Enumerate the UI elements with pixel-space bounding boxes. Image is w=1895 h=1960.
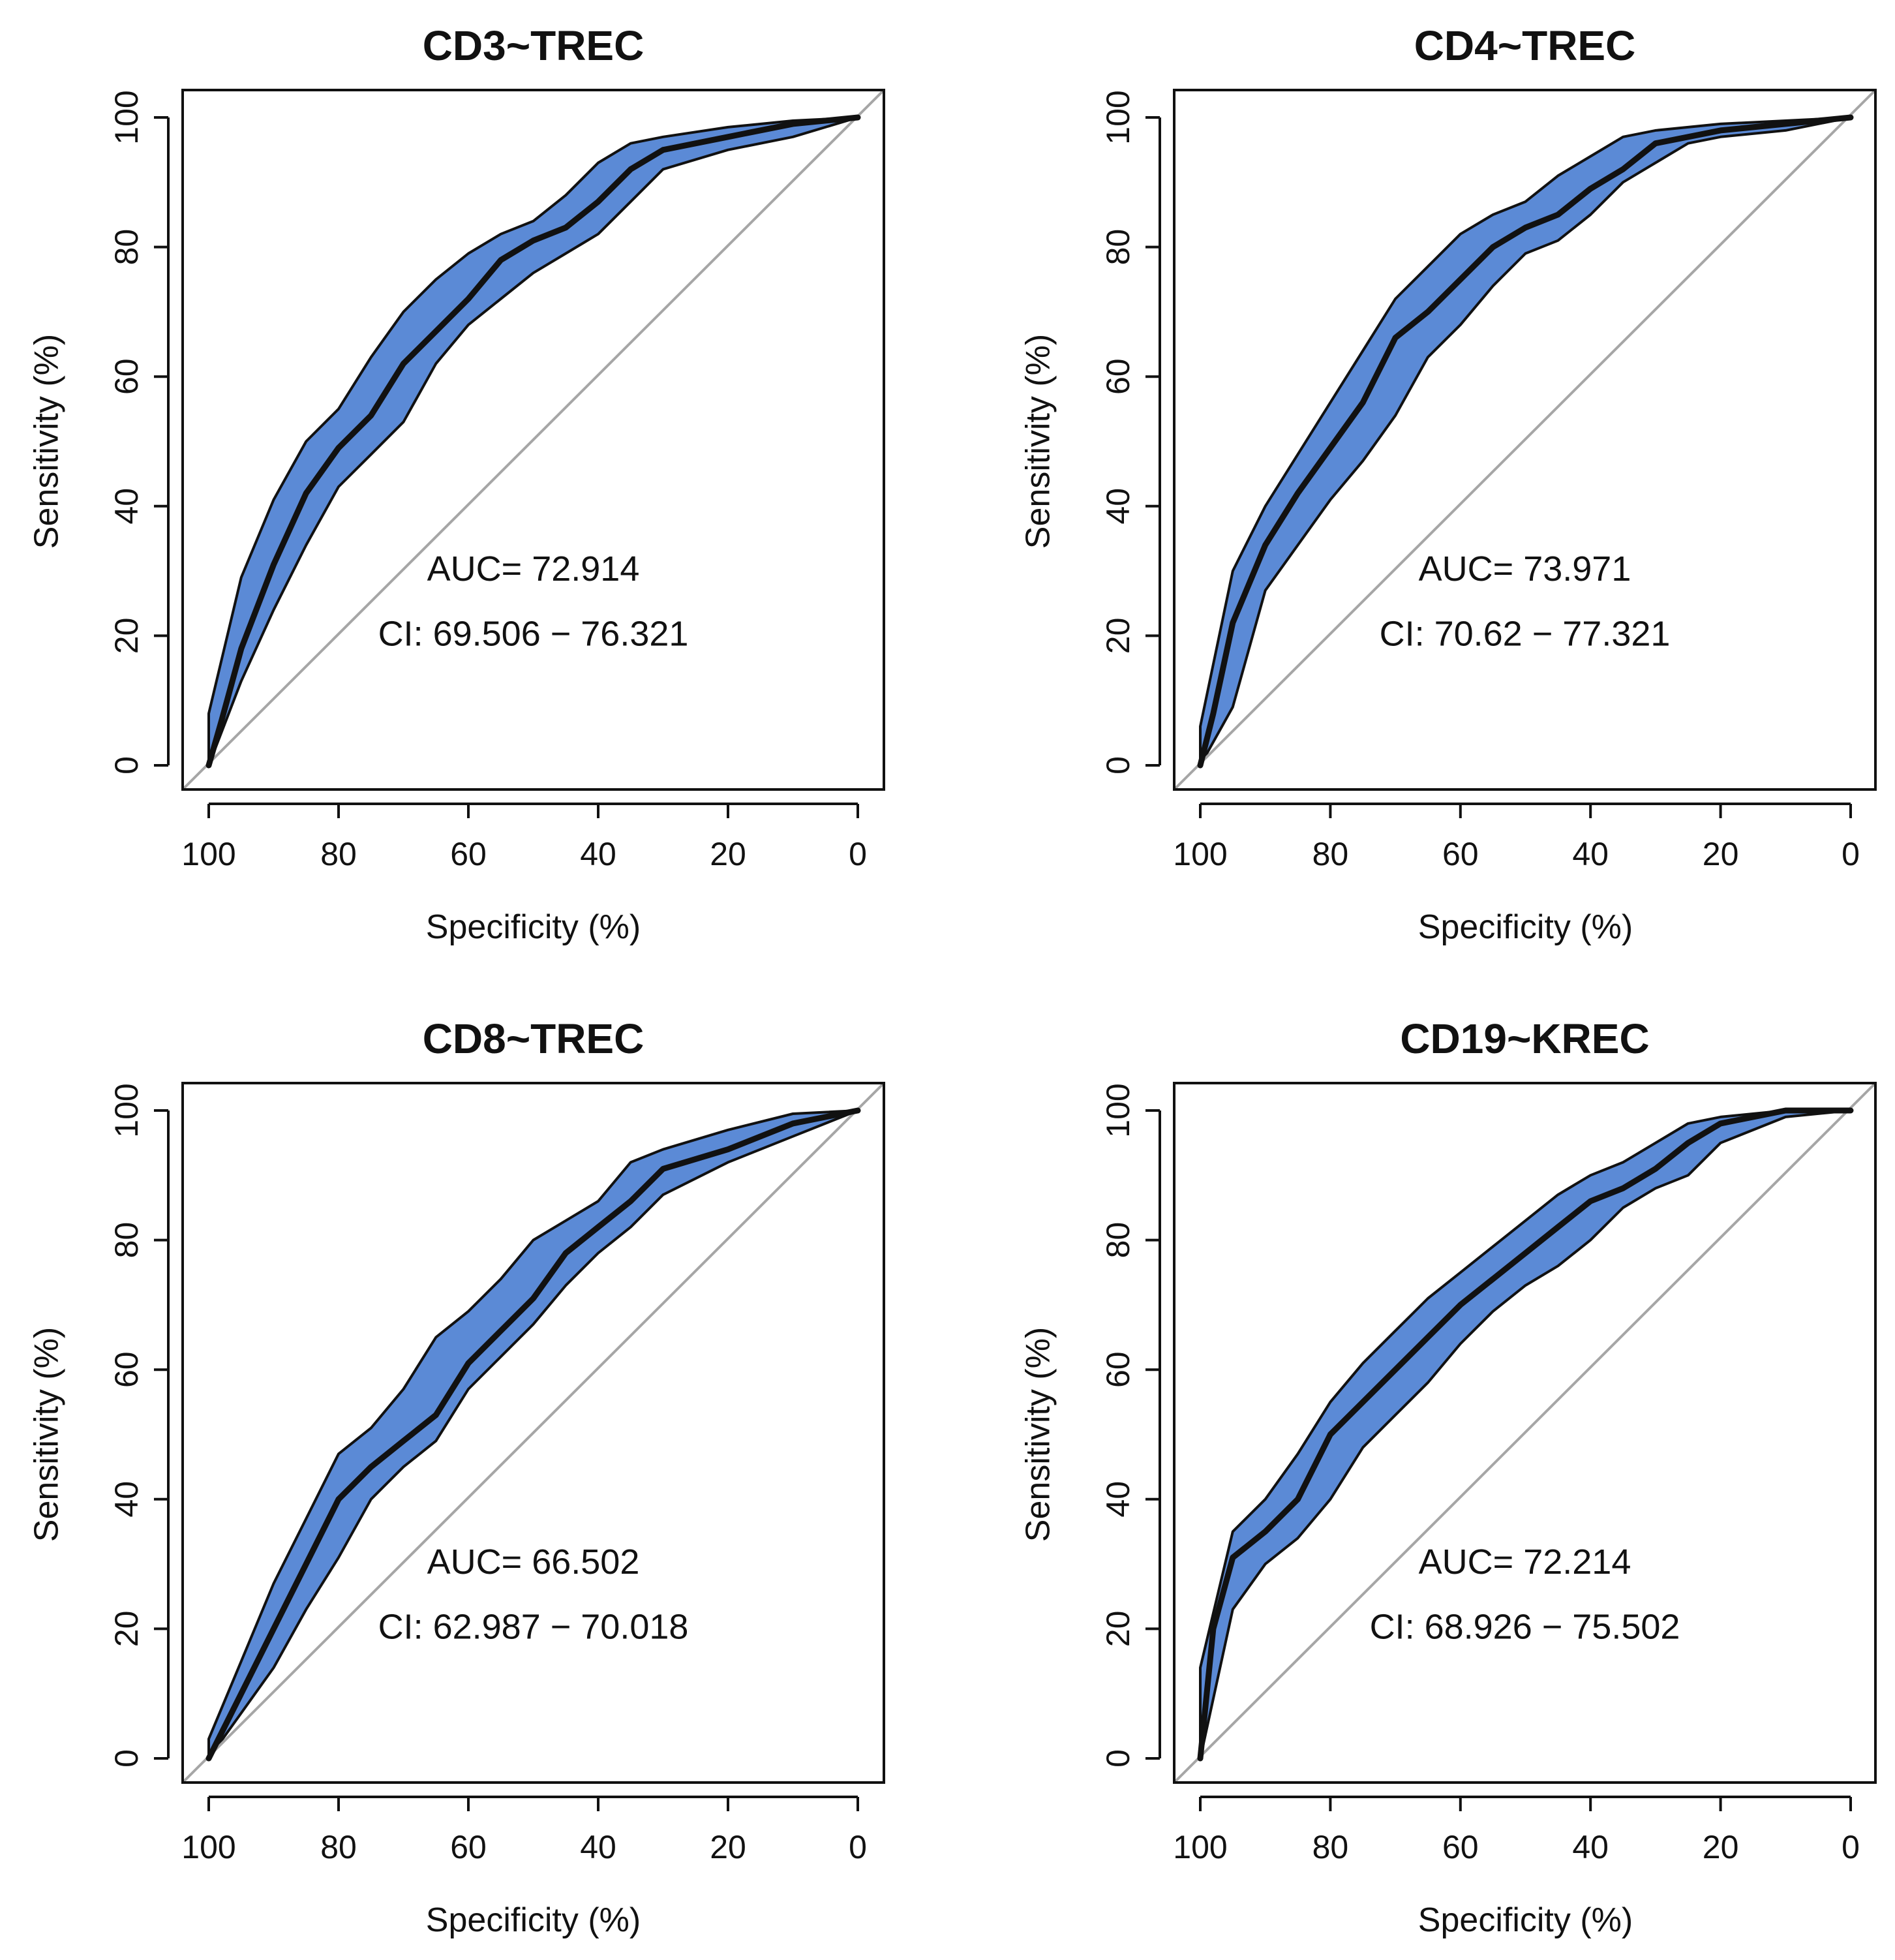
x-tick-label: 20 <box>710 1829 746 1865</box>
y-tick-label: 60 <box>1100 1351 1136 1388</box>
x-axis-label: Specificity (%) <box>1418 1901 1633 1939</box>
y-tick-label: 40 <box>1100 488 1136 525</box>
y-axis-label: Sensitivity (%) <box>1020 334 1057 549</box>
y-tick-label: 80 <box>1100 1222 1136 1259</box>
chart-title: CD4~TREC <box>1414 22 1636 69</box>
y-tick-label: 60 <box>108 358 145 395</box>
y-tick-label: 20 <box>1100 618 1136 654</box>
roc-panel-3: CD8~TREC 100 80 60 40 20 0 Specificity (%) 0 20 40… <box>28 1015 885 1939</box>
auc-annotation: AUC= 73.971 <box>1419 549 1631 589</box>
reference-diagonal <box>1173 1082 1877 1784</box>
y-tick-label: 100 <box>1100 1083 1136 1137</box>
x-axis-label: Specificity (%) <box>426 1901 641 1939</box>
ci-annotation: CI: 68.926 − 75.502 <box>1370 1607 1680 1646</box>
x-tick-label: 60 <box>450 836 487 872</box>
y-tick-label: 0 <box>1100 756 1136 774</box>
x-tick-label: 0 <box>1842 836 1860 872</box>
plot-frame <box>181 1082 885 1784</box>
y-tick-label: 60 <box>1100 358 1136 395</box>
y-tick-label: 40 <box>108 488 145 525</box>
x-tick-label: 0 <box>1842 1829 1860 1865</box>
x-tick-label: 40 <box>1572 1829 1609 1865</box>
y-tick-label: 60 <box>108 1351 145 1388</box>
roc-panel-1: CD3~TREC 100 80 60 40 20 0 Specificity (%) 0 20 40… <box>28 22 885 946</box>
plot-frame <box>1173 89 1877 791</box>
x-tick-label: 80 <box>320 1829 357 1865</box>
y-tick-label: 80 <box>108 229 145 266</box>
plot-frame <box>1173 1082 1877 1784</box>
x-tick-label: 100 <box>1173 836 1227 872</box>
y-tick-label: 20 <box>1100 1611 1136 1647</box>
roc-curve <box>1197 114 1854 769</box>
x-tick-label: 80 <box>1312 1829 1349 1865</box>
reference-diagonal <box>181 89 885 791</box>
y-axis-label: Sensitivity (%) <box>1020 1327 1057 1542</box>
x-tick-label: 100 <box>181 836 235 872</box>
x-tick-label: 60 <box>450 1829 487 1865</box>
x-tick-label: 80 <box>320 836 357 872</box>
plot-frame <box>181 89 885 791</box>
y-tick-label: 100 <box>108 90 145 144</box>
y-tick-label: 0 <box>1100 1749 1136 1768</box>
confidence-band <box>207 1109 859 1760</box>
x-axis-label: Specificity (%) <box>426 908 641 946</box>
x-tick-label: 100 <box>181 1829 235 1865</box>
y-axis-label: Sensitivity (%) <box>28 334 66 549</box>
x-tick-label: 40 <box>1572 836 1609 872</box>
y-tick-label: 40 <box>108 1481 145 1518</box>
y-tick-label: 100 <box>108 1083 145 1137</box>
auc-annotation: AUC= 72.914 <box>427 549 640 589</box>
chart-title: CD19~KREC <box>1400 1015 1649 1062</box>
y-tick-label: 80 <box>1100 229 1136 266</box>
roc-curve <box>205 1107 861 1762</box>
y-tick-label: 40 <box>1100 1481 1136 1518</box>
y-tick-label: 0 <box>108 1749 145 1768</box>
x-tick-label: 80 <box>1312 836 1349 872</box>
y-tick-label: 80 <box>108 1222 145 1259</box>
x-tick-label: 20 <box>1703 1829 1739 1865</box>
ci-annotation: CI: 62.987 − 70.018 <box>378 1607 689 1646</box>
auc-annotation: AUC= 72.214 <box>1419 1542 1631 1582</box>
ci-annotation: CI: 70.62 − 77.321 <box>1380 614 1671 653</box>
x-tick-label: 0 <box>849 836 867 872</box>
roc-panel-4: CD19~KREC 100 80 60 40 20 0 Specificity (%) 0 20 4… <box>1020 1015 1877 1939</box>
x-tick-label: 40 <box>580 836 616 872</box>
roc-curve <box>1197 1107 1854 1762</box>
y-tick-label: 20 <box>108 618 145 654</box>
ci-annotation: CI: 69.506 − 76.321 <box>378 614 689 653</box>
y-axis-label: Sensitivity (%) <box>28 1327 66 1542</box>
confidence-band <box>1199 116 1852 767</box>
reference-diagonal <box>181 1082 885 1784</box>
y-tick-label: 0 <box>108 756 145 774</box>
x-tick-label: 40 <box>580 1829 616 1865</box>
reference-diagonal <box>1173 89 1877 791</box>
confidence-band <box>1199 1109 1852 1760</box>
x-tick-label: 20 <box>710 836 746 872</box>
auc-annotation: AUC= 66.502 <box>427 1542 640 1582</box>
roc-curve <box>205 114 861 769</box>
roc-panel-2: CD4~TREC 100 80 60 40 20 0 Specificity (%) 0 20 40… <box>1020 22 1877 946</box>
x-tick-label: 100 <box>1173 1829 1227 1865</box>
x-tick-label: 0 <box>849 1829 867 1865</box>
x-axis-label: Specificity (%) <box>1418 908 1633 946</box>
x-tick-label: 60 <box>1442 1829 1479 1865</box>
x-tick-label: 20 <box>1703 836 1739 872</box>
chart-title: CD3~TREC <box>423 22 644 69</box>
x-tick-label: 60 <box>1442 836 1479 872</box>
y-tick-label: 100 <box>1100 90 1136 144</box>
y-tick-label: 20 <box>108 1611 145 1647</box>
chart-title: CD8~TREC <box>423 1015 644 1062</box>
